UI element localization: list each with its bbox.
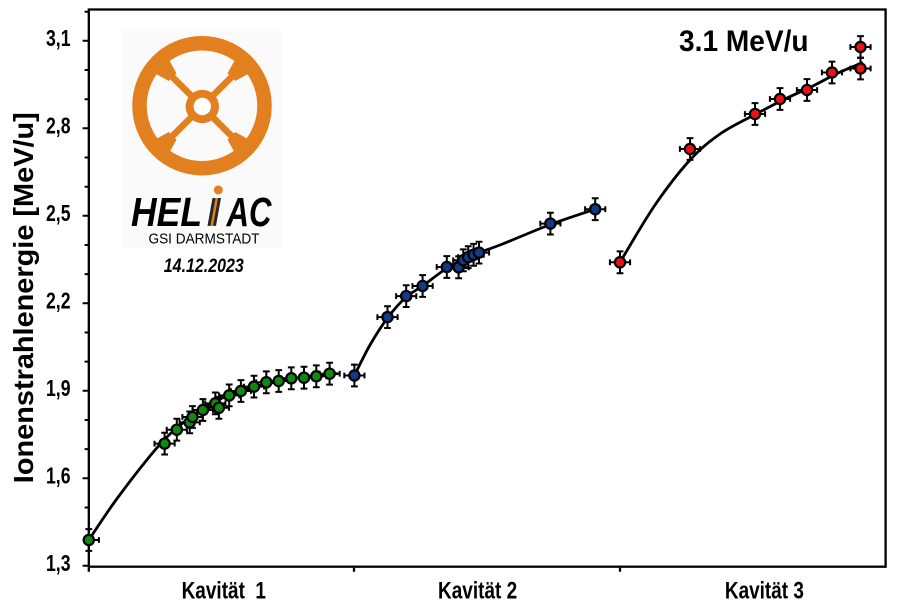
- svg-text:1,3: 1,3: [46, 550, 71, 576]
- svg-text:Kavität 3: Kavität 3: [725, 577, 804, 604]
- svg-text:1,9: 1,9: [46, 375, 71, 401]
- svg-text:3,1: 3,1: [46, 25, 71, 51]
- svg-text:1,6: 1,6: [46, 463, 71, 489]
- svg-text:2,5: 2,5: [46, 200, 71, 226]
- svg-text:AC: AC: [226, 189, 273, 235]
- svg-text:2,8: 2,8: [46, 113, 71, 139]
- svg-text:2,2: 2,2: [46, 288, 71, 314]
- svg-text:3.1 MeV/u: 3.1 MeV/u: [679, 25, 809, 58]
- svg-text:Kavität 2: Kavität 2: [438, 577, 517, 604]
- svg-text:Ionenstrahlenergie [MeV/u]: Ionenstrahlenergie [MeV/u]: [8, 112, 39, 483]
- svg-text:Kavität 1: Kavität 1: [182, 577, 266, 604]
- svg-text:HEL: HEL: [131, 189, 202, 235]
- svg-text:GSI DARMSTADT: GSI DARMSTADT: [149, 232, 260, 248]
- svg-text:14.12.2023: 14.12.2023: [164, 256, 244, 277]
